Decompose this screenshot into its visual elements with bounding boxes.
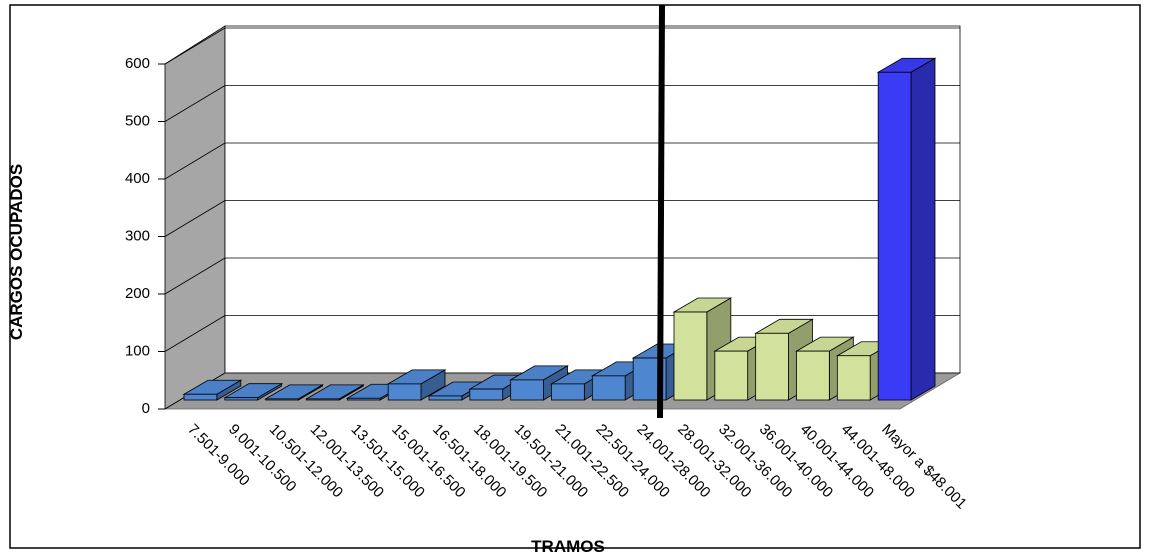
bar <box>224 397 259 401</box>
divider <box>657 4 665 419</box>
side-grid-line <box>164 142 226 180</box>
bar <box>877 71 912 401</box>
y-tick-label: 0 <box>142 400 150 417</box>
y-tick-label: 600 <box>125 55 150 72</box>
bar <box>306 398 340 401</box>
y-tick-label: 400 <box>125 170 150 187</box>
y-tick-label: 500 <box>125 112 150 129</box>
bar <box>510 379 544 401</box>
side-grid-line <box>164 315 226 352</box>
bar <box>346 397 381 401</box>
bar <box>591 375 626 401</box>
side-grid-line <box>164 27 226 65</box>
bar <box>183 393 218 401</box>
y-tick-label: 300 <box>125 227 150 244</box>
bar-side <box>910 57 936 401</box>
side-grid-line <box>164 257 226 295</box>
y-tick-label: 100 <box>125 342 150 359</box>
side-wall <box>164 25 226 410</box>
side-grid-line <box>164 200 226 237</box>
back-wall <box>224 25 961 374</box>
side-grid-line <box>164 85 226 122</box>
y-axis-title: CARGOS OCUPADOS <box>7 164 26 340</box>
bar <box>673 311 708 401</box>
grid <box>164 27 960 410</box>
x-axis-title: TRAMOS <box>531 537 605 556</box>
bar <box>714 350 749 401</box>
bar <box>796 350 830 401</box>
bar <box>755 332 789 401</box>
bar <box>265 398 299 401</box>
bar <box>387 383 422 401</box>
bar <box>551 383 585 401</box>
bars <box>182 57 937 401</box>
bar <box>469 388 504 401</box>
bar <box>428 395 463 401</box>
bar <box>836 355 871 401</box>
y-tick-label: 200 <box>125 285 150 302</box>
